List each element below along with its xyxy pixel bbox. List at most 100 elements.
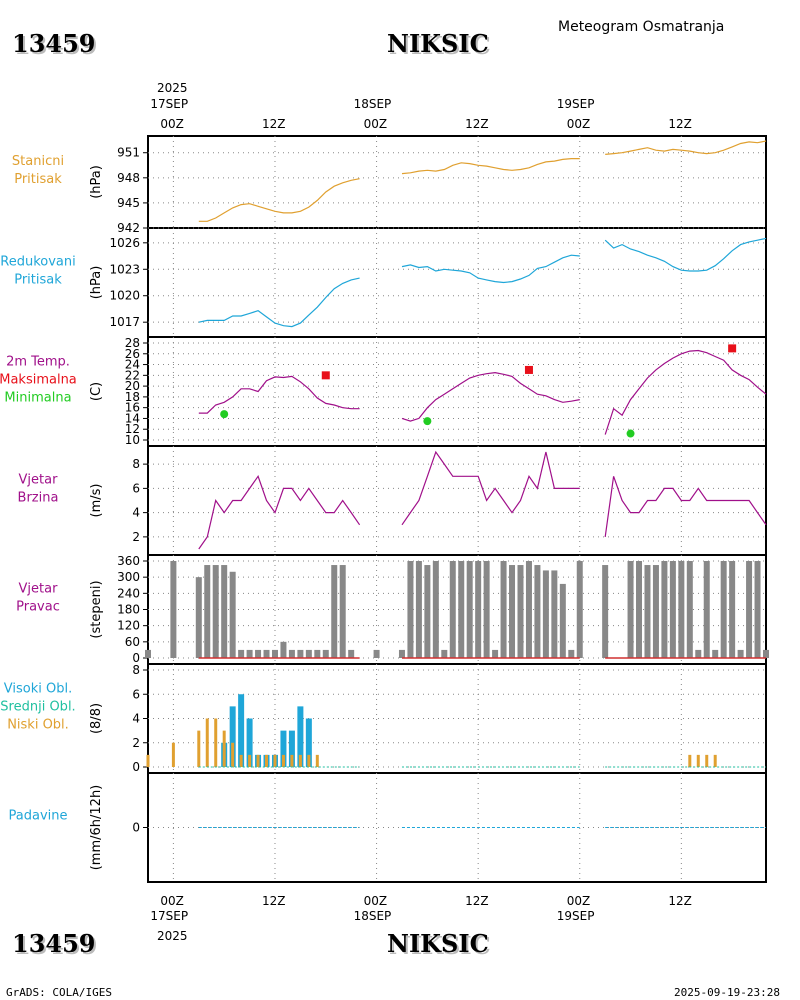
panel-reduced_pressure: 1017 1020 1023 1026 (hPa) Redukovani Pritisak — [0, 228, 767, 337]
panel-station_pressure: 942 945 948 951 (hPa) Stanicni Pritisak — [12, 136, 767, 235]
wind-direction-bar — [195, 577, 202, 658]
plot-frame — [147, 135, 767, 883]
wind-direction-bar — [432, 561, 439, 658]
panel-wind_direction: 0 60 120 180 240 300 360 (stepeni) Vjetar Pravac — [16, 554, 769, 665]
wind-direction-bar — [517, 565, 524, 658]
y-tick-label: 0 — [132, 651, 140, 665]
day-label-bottom: 18SEP — [354, 909, 392, 923]
y-tick-label: 6 — [132, 687, 140, 701]
wind-direction-bar — [415, 561, 422, 658]
y-axis-label: (hPa) — [89, 266, 104, 300]
wind-direction-bar — [483, 561, 490, 658]
wind-direction-bar — [348, 649, 355, 658]
wind-direction-bar — [212, 565, 219, 658]
wind-direction-bar — [441, 649, 448, 658]
wind-direction-bar — [449, 561, 456, 658]
hour-label-top: 00Z — [364, 117, 388, 131]
wind-direction-bar — [644, 565, 651, 658]
panel-label: Vjetar — [19, 473, 59, 488]
wind-direction-bar — [322, 649, 329, 658]
wind-direction-bar — [475, 561, 482, 658]
wind-direction-bar — [746, 561, 753, 658]
hour-label-bottom: 00Z — [364, 894, 388, 908]
cloud-low-bar — [222, 730, 226, 767]
series-line-station_pressure — [198, 178, 360, 222]
series-line-station_pressure — [605, 140, 767, 155]
wind-direction-bar — [246, 649, 253, 658]
cloud-low-bar — [298, 754, 302, 767]
wind-direction-bar — [695, 649, 702, 658]
wind-direction-bar — [170, 561, 177, 658]
panel-wind_speed: 2 4 6 8 (m/s) Vjetar Brzina — [18, 446, 767, 555]
station-id-shadow: 13459 — [14, 31, 98, 60]
tmin-marker — [626, 429, 635, 438]
wind-direction-bar — [559, 583, 566, 658]
y-tick-label: 8 — [132, 663, 140, 677]
cloud-low-bar — [256, 754, 260, 767]
y-tick-label: 14 — [125, 411, 140, 425]
wind-direction-bar — [288, 649, 295, 658]
wind-direction-bar — [331, 565, 338, 658]
wind-direction-bar — [305, 649, 312, 658]
wind-direction-bar — [703, 561, 710, 658]
panels-layer: 942945948951(hPa)StanicniPritisak1017102… — [0, 136, 769, 882]
cloud-high-bar — [246, 718, 253, 767]
y-axis-label: (8/8) — [89, 703, 104, 734]
panel-label: Brzina — [18, 491, 59, 506]
panel-label: Maksimalna — [0, 373, 77, 388]
y-tick-label: 1017 — [109, 315, 140, 329]
hour-label-bottom: 00Z — [160, 894, 184, 908]
wind-direction-bar — [145, 649, 151, 658]
hour-label-bottom: 12Z — [262, 894, 286, 908]
wind-direction-bar — [424, 565, 431, 658]
y-tick-label: 6 — [132, 481, 140, 495]
cloud-low-bar — [307, 754, 311, 767]
wind-direction-bar — [602, 565, 609, 658]
series-line-temperature — [401, 371, 580, 422]
wind-direction-bar — [763, 649, 769, 658]
wind-direction-bar — [737, 649, 744, 658]
wind-direction-bar — [669, 561, 676, 658]
y-tick-label: 945 — [117, 196, 140, 210]
cloud-high-bar — [229, 706, 236, 767]
series-line-wind_speed — [604, 476, 767, 537]
wind-direction-bar — [636, 561, 643, 658]
y-axis-label: (C) — [89, 382, 104, 401]
cloud-low-bar — [205, 718, 209, 767]
hour-label-bottom: 12Z — [465, 894, 489, 908]
day-label-bottom: 17SEP — [150, 909, 188, 923]
tmax-marker — [321, 371, 330, 380]
panel-label: Pritisak — [14, 172, 62, 187]
footer-station-name: NIKSIC — [387, 929, 489, 958]
cloud-low-bar — [696, 754, 700, 767]
y-axis-label: (m/s) — [89, 484, 104, 518]
y-tick-label: 22 — [125, 368, 140, 382]
cloud-low-bar — [273, 754, 277, 767]
cloud-low-bar — [231, 742, 235, 767]
panel-precipitation: 0 (mm/6h/12h) Padavine — [9, 773, 766, 882]
cloud-low-bar — [239, 754, 243, 767]
y-tick-label: 8 — [132, 457, 140, 471]
hour-label-bottom: 12Z — [668, 894, 692, 908]
hour-label-top: 12Z — [465, 117, 489, 131]
cloud-high-bar — [280, 730, 287, 767]
cloud-low-bar — [705, 754, 709, 767]
cloud-low-bar — [146, 754, 150, 767]
wind-direction-bar — [466, 561, 473, 658]
y-tick-label: 18 — [125, 390, 140, 404]
wind-direction-bar — [568, 649, 575, 658]
hour-label-top: 12Z — [262, 117, 286, 131]
y-tick-label: 60 — [125, 635, 140, 649]
wind-direction-bar — [339, 565, 346, 658]
wind-direction-bar — [686, 561, 693, 658]
wind-direction-bar — [238, 649, 245, 658]
wind-direction-bar — [525, 561, 532, 658]
panel-label: Pritisak — [14, 273, 62, 288]
y-tick-label: 10 — [125, 433, 140, 447]
wind-direction-bar — [314, 649, 321, 658]
series-line-wind_speed — [198, 474, 361, 550]
panel-clouds: 0 2 4 6 8 (8/8) Visoki Obl. Srednji Obl. Niski O… — [0, 663, 766, 774]
y-tick-label: 16 — [125, 401, 140, 415]
panel-label: 2m Temp. — [6, 355, 70, 370]
cloud-low-bar — [713, 754, 717, 767]
